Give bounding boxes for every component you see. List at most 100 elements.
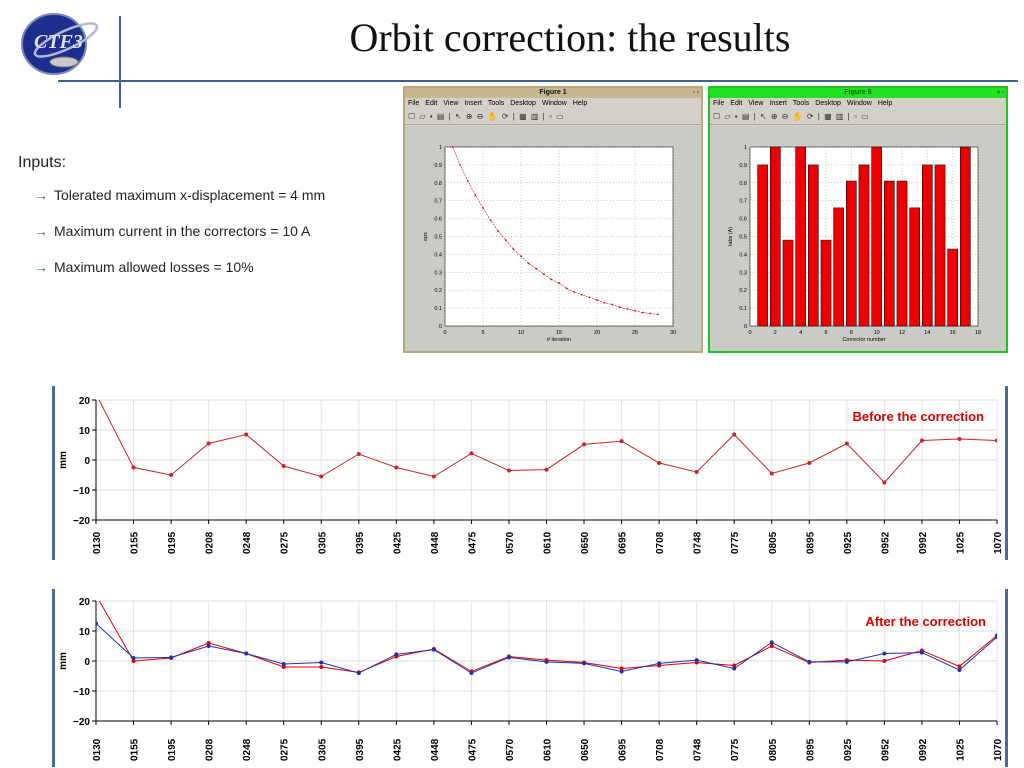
data-point <box>542 273 545 275</box>
x-tick-label: 0775 <box>730 738 741 761</box>
menu-edit[interactable]: Edit <box>425 100 438 107</box>
y-tick-label: 0.2 <box>434 288 442 294</box>
menu-file[interactable]: File <box>408 100 420 107</box>
data-point <box>732 432 737 437</box>
figure6-toolbar[interactable]: ☐ ▱ ▪ ▤ | ↖ ⊕ ⊖ ✋ ⟳ | ▦ ▥ | ▫ ▭ <box>710 110 1006 125</box>
data-point <box>957 664 962 669</box>
data-point <box>694 658 699 663</box>
y-tick-label: 0.8 <box>739 181 747 187</box>
y-axis-label: Iabs (A) <box>728 227 734 246</box>
data-point <box>550 278 553 281</box>
x-tick-label: 0610 <box>543 738 554 761</box>
bar <box>896 180 908 327</box>
x-tick-label: 8 <box>850 330 853 336</box>
x-tick-label: 0425 <box>392 531 403 554</box>
x-tick-label: 0992 <box>918 738 929 761</box>
menu-desktop[interactable]: Desktop <box>815 100 841 107</box>
bullet-max-losses: → Maximum allowed losses = 10% <box>34 259 254 275</box>
menu-insert[interactable]: Insert <box>769 100 787 107</box>
after-correction-panel: −20 −10 0 10 20 0130 0155 0195 0208 0248 0275 0305 0… <box>52 589 1008 767</box>
x-tick-label: 1025 <box>955 738 966 761</box>
x-tick-label: 0952 <box>880 738 891 761</box>
menu-view[interactable]: View <box>748 100 764 107</box>
figure1-titlebar[interactable]: Figure 1 ▫ ▫ <box>405 88 701 98</box>
data-point <box>634 309 636 312</box>
y-axis-label: eps <box>423 232 429 241</box>
data-point <box>769 640 774 645</box>
menu-help[interactable]: Help <box>877 100 893 107</box>
menu-file[interactable]: File <box>713 100 725 107</box>
y-tick-label: −20 <box>73 516 90 527</box>
data-point <box>611 303 614 306</box>
bar <box>782 239 794 327</box>
menu-desktop[interactable]: Desktop <box>510 100 536 107</box>
data-point <box>919 650 924 655</box>
x-tick-label: 0475 <box>467 738 478 761</box>
data-point <box>619 439 624 444</box>
data-point <box>489 219 492 222</box>
figure6-window[interactable]: Figure 6 × ▫ File Edit View Insert Tools Desk… <box>708 86 1008 353</box>
bar <box>808 164 819 327</box>
menu-tools[interactable]: Tools <box>487 100 505 107</box>
x-tick-label: 1070 <box>993 738 1004 761</box>
x-tick-label: 14 <box>924 330 930 336</box>
bullet-text: Maximum allowed losses = 10% <box>54 259 254 275</box>
data-point <box>431 474 436 479</box>
menu-help[interactable]: Help <box>572 100 588 107</box>
x-tick-label: 1025 <box>955 531 966 554</box>
x-axis-label: Corrector number <box>842 337 885 343</box>
data-point <box>281 662 286 666</box>
x-tick-label: 0805 <box>768 531 779 554</box>
data-point <box>732 663 737 668</box>
x-tick-label: 5 <box>481 330 484 336</box>
figure1-window[interactable]: Figure 1 ▫ ▫ File Edit View Insert Tools Desk… <box>403 86 703 353</box>
data-point <box>582 442 587 447</box>
menu-window[interactable]: Window <box>846 100 872 107</box>
bar <box>947 248 958 327</box>
y-tick-label: 20 <box>79 396 91 407</box>
bar <box>846 180 857 327</box>
data-point <box>573 291 576 293</box>
x-tick-label: 0708 <box>655 738 666 761</box>
x-tick-label: 0895 <box>805 738 816 761</box>
bullet-text: Tolerated maximum x-displacement = 4 mm <box>54 187 326 203</box>
menu-tools[interactable]: Tools <box>792 100 810 107</box>
x-tick-label: 6 <box>824 330 827 336</box>
window-buttons[interactable]: ▫ ▫ <box>693 90 699 96</box>
after-correction-plot: −20 −10 0 10 20 0130 0155 0195 0208 0248 0275 0305 0… <box>58 597 1004 761</box>
data-point <box>169 655 174 660</box>
data-point <box>319 665 324 669</box>
menu-edit[interactable]: Edit <box>730 100 743 107</box>
data-point <box>769 471 774 476</box>
arrow-icon: → <box>34 223 48 239</box>
menu-insert[interactable]: Insert <box>464 100 482 107</box>
slide-title: Orbit correction: the results <box>349 15 791 60</box>
bar <box>858 164 870 327</box>
bar <box>833 207 844 327</box>
x-tick-label: 2 <box>774 330 777 336</box>
x-tick-label: 0155 <box>130 531 141 554</box>
x-tick-label: 0895 <box>805 531 816 554</box>
data-point <box>807 461 812 465</box>
figure1-plot: 0 5 10 15 20 25 30 0 0.1 0.2 0.3 0.4 0.5 0.6 0.7 0.8 0.9… <box>405 126 701 351</box>
y-axis-label: mm <box>58 652 69 670</box>
svg-text:CTF3: CTF3 <box>34 31 83 53</box>
data-point <box>558 282 560 284</box>
series-group <box>96 621 997 675</box>
menu-window[interactable]: Window <box>541 100 567 107</box>
y-tick-label: 20 <box>79 597 91 608</box>
y-tick-label: 0.7 <box>434 199 442 205</box>
bullet-text: Maximum current in the correctors = 10 A <box>54 223 311 239</box>
data-point <box>356 671 361 675</box>
data-point <box>459 164 462 166</box>
figure1-toolbar[interactable]: ☐ ▱ ▪ ▤ | ↖ ⊕ ⊖ ✋ ⟳ | ▦ ▥ | ▫ ▭ <box>405 110 701 125</box>
x-axis-label: # iteration <box>547 337 571 343</box>
menu-view[interactable]: View <box>443 100 459 107</box>
arrow-icon: → <box>34 187 48 203</box>
data-point <box>131 465 136 470</box>
figure6-titlebar[interactable]: Figure 6 × ▫ <box>710 88 1006 98</box>
x-tick-label: 0570 <box>505 738 516 761</box>
data-point <box>844 659 849 664</box>
x-tick-label: 12 <box>899 330 905 336</box>
window-buttons[interactable]: × ▫ <box>996 90 1004 96</box>
